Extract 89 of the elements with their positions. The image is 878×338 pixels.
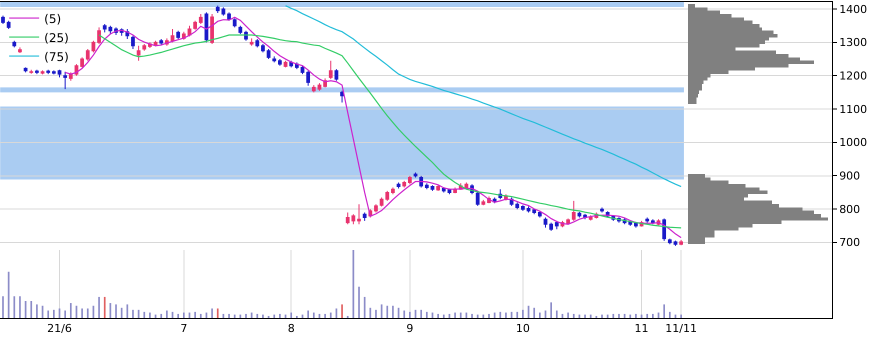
candlestick xyxy=(328,60,333,80)
legend-label: (5) xyxy=(44,12,62,26)
candlestick xyxy=(58,69,62,78)
candlestick xyxy=(250,38,254,46)
candlestick xyxy=(334,68,338,82)
candlestick xyxy=(668,238,672,245)
candlestick xyxy=(35,69,39,75)
candlestick xyxy=(272,56,276,63)
candlestick xyxy=(396,182,400,190)
candlestick xyxy=(634,221,638,228)
candlestick xyxy=(159,38,164,46)
bar xyxy=(688,217,828,221)
candlestick xyxy=(278,58,282,66)
candlestick xyxy=(300,65,304,75)
candlestick xyxy=(29,69,34,74)
candlestick xyxy=(6,20,11,30)
y-tick-label: 1300 xyxy=(839,36,868,50)
candlestick xyxy=(380,197,384,208)
candlestick xyxy=(46,69,50,75)
x-tick-label: 21/6 xyxy=(47,322,72,336)
candlestick xyxy=(424,182,429,190)
candlestick xyxy=(351,214,356,225)
candlestick xyxy=(52,70,56,75)
candlestick xyxy=(436,184,440,192)
candlestick xyxy=(515,202,520,210)
bar xyxy=(688,100,696,104)
candlestick xyxy=(63,71,68,90)
candlestick xyxy=(188,25,192,37)
x-tick-label: 11/11 xyxy=(665,322,697,336)
bar xyxy=(688,234,715,238)
candlestick xyxy=(40,70,44,75)
candlestick xyxy=(198,14,203,25)
candlestick xyxy=(600,207,604,214)
candlestick xyxy=(679,239,683,246)
bar xyxy=(688,77,708,81)
bar xyxy=(688,240,705,244)
y-tick-label: 900 xyxy=(839,170,860,183)
candlestick xyxy=(131,35,135,50)
candlestick xyxy=(238,25,242,35)
candlestick xyxy=(216,5,220,14)
candlestick xyxy=(86,48,90,62)
candlestick xyxy=(374,204,378,214)
x-tick-label: 9 xyxy=(406,322,414,336)
y-tick-label: 1200 xyxy=(839,70,868,83)
candlestick xyxy=(255,38,260,48)
candlestick xyxy=(1,15,5,25)
candlestick xyxy=(402,180,406,188)
candlestick xyxy=(102,24,107,33)
candlestick xyxy=(284,60,288,68)
candlestick xyxy=(176,30,180,40)
candlestick xyxy=(136,45,140,62)
candlestick xyxy=(408,175,412,185)
candlestick xyxy=(572,200,576,222)
candlestick xyxy=(312,84,316,93)
candlestick xyxy=(306,70,310,86)
x-tick-label: 11 xyxy=(634,322,649,336)
y-tick-label: 700 xyxy=(839,236,860,250)
candlestick xyxy=(674,240,678,246)
candlestick xyxy=(464,182,468,190)
candlestick xyxy=(340,90,344,103)
candlestick xyxy=(554,220,559,230)
candlestick xyxy=(18,46,22,54)
candlestick xyxy=(232,18,237,28)
legend-label: (75) xyxy=(44,50,69,64)
candlestick xyxy=(430,184,434,192)
candlestick xyxy=(645,217,650,224)
candlestick xyxy=(210,14,214,45)
candlestick xyxy=(24,66,28,73)
x-tick-label: 7 xyxy=(180,322,188,336)
candlestick xyxy=(204,12,208,43)
y-tick-label: 1000 xyxy=(839,136,868,150)
candlestick xyxy=(476,191,480,206)
candlestick xyxy=(549,222,554,232)
candlestick xyxy=(391,187,395,195)
candlestick xyxy=(414,172,418,178)
candlestick xyxy=(544,217,548,228)
legend-label: (25) xyxy=(44,30,69,45)
x-tick-label: 10 xyxy=(516,322,530,336)
y-tick-label: 1100 xyxy=(839,102,868,116)
y-tick-label: 1400 xyxy=(839,2,868,16)
candlestick xyxy=(12,40,16,48)
candlestick xyxy=(346,212,350,225)
x-tick-label: 8 xyxy=(288,322,295,336)
candlestick xyxy=(193,20,198,30)
y-tick-label: 800 xyxy=(839,202,860,216)
candlestick xyxy=(357,204,361,225)
candlestick xyxy=(385,190,390,202)
candlestick xyxy=(142,44,146,52)
candlestick xyxy=(362,212,367,222)
